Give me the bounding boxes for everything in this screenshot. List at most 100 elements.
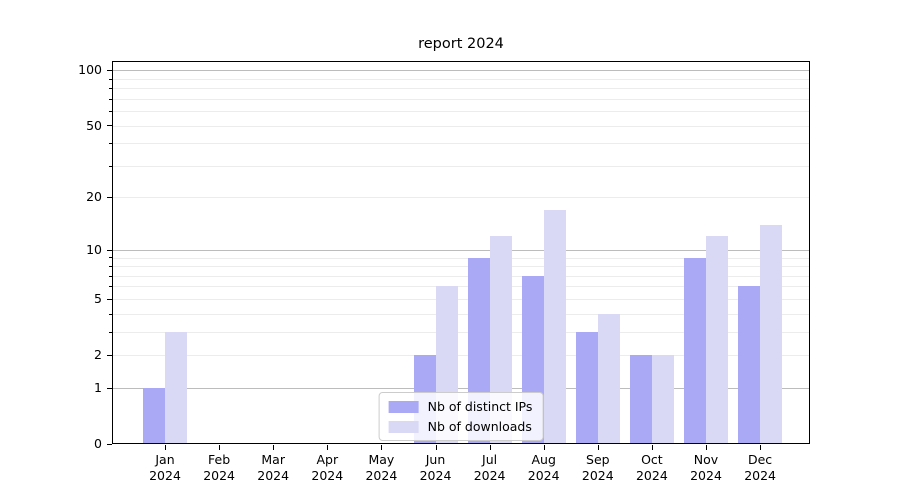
y-gridline-minor — [112, 275, 810, 277]
y-tick-label: 1 — [94, 379, 102, 395]
x-tick-label: Dec 2024 — [732, 452, 788, 484]
legend-label-downloads: Nb of downloads — [427, 419, 532, 434]
y-tick-minor — [109, 99, 112, 100]
y-tick — [107, 299, 112, 300]
y-tick-label: 2 — [94, 347, 102, 362]
bar-downloads-jan — [165, 331, 187, 444]
x-tick-year: 2024 — [149, 468, 181, 483]
x-tick-month: Jul — [482, 452, 498, 467]
legend: Nb of distinct IPs Nb of downloads — [378, 392, 544, 441]
y-tick-label: 50 — [86, 117, 102, 133]
y-tick-minor — [109, 111, 112, 112]
y-gridline-minor — [112, 313, 810, 315]
x-tick — [598, 445, 599, 450]
y-gridline-minor — [112, 331, 810, 333]
x-tick — [219, 445, 220, 450]
x-tick-month: Oct — [641, 452, 663, 467]
x-tick-year: 2024 — [690, 468, 722, 483]
y-tick — [107, 388, 112, 389]
x-tick — [706, 445, 707, 450]
x-tick-month: Mar — [261, 452, 285, 467]
legend-label-distinct-ips: Nb of distinct IPs — [427, 399, 533, 414]
y-tick — [107, 70, 112, 71]
y-gridline-minor — [112, 88, 810, 89]
y-tick-minor — [109, 332, 112, 333]
x-tick-label: Jun 2024 — [408, 452, 464, 484]
y-gridline-minor — [112, 355, 810, 356]
x-tick — [327, 445, 328, 450]
bar-distinct-ips-jan — [143, 387, 165, 444]
y-tick-label: 0 — [94, 436, 102, 451]
x-tick-year: 2024 — [365, 468, 398, 483]
plot-area: Nb of distinct IPs Nb of downloads — [112, 61, 810, 444]
chart-title: report 2024 — [418, 36, 504, 52]
x-tick-month: Apr — [316, 452, 339, 467]
y-gridline-minor — [112, 298, 810, 300]
y-tick-minor — [109, 257, 112, 258]
x-tick — [490, 445, 491, 450]
x-tick-label: Jul 2024 — [462, 452, 518, 484]
y-tick-minor — [109, 166, 112, 167]
x-tick-label: May 2024 — [353, 452, 409, 484]
x-tick-year: 2024 — [581, 468, 614, 483]
x-tick — [652, 445, 653, 450]
y-tick — [107, 355, 112, 356]
bar-distinct-ips-dec — [738, 286, 761, 444]
x-tick — [381, 445, 382, 450]
y-gridline-minor — [112, 143, 810, 145]
x-tick-year: 2024 — [744, 468, 776, 483]
x-tick-year: 2024 — [527, 468, 560, 483]
bar-downloads-aug — [543, 209, 566, 444]
x-tick-month: Dec — [747, 452, 773, 467]
y-gridline-major — [112, 70, 810, 72]
x-tick — [544, 445, 545, 450]
x-tick-label: Sep 2024 — [570, 452, 626, 484]
bar-distinct-ips-oct — [629, 355, 652, 444]
x-tick-month: Sep — [586, 452, 610, 467]
bar-downloads-nov — [706, 236, 728, 444]
x-tick — [760, 445, 761, 450]
y-tick — [107, 444, 112, 445]
y-gridline-minor — [112, 98, 810, 100]
y-tick-minor — [109, 266, 112, 267]
x-tick — [165, 445, 166, 450]
y-tick-label: 5 — [94, 290, 102, 306]
x-tick-month: Aug — [531, 452, 556, 467]
x-tick — [436, 445, 437, 450]
x-tick-label: Aug 2024 — [516, 452, 572, 484]
x-tick-month: Nov — [693, 452, 719, 467]
y-tick-minor — [109, 286, 112, 287]
x-tick-month: Jun — [425, 452, 446, 467]
y-tick-minor — [109, 143, 112, 144]
y-tick — [107, 125, 112, 126]
y-gridline-minor — [112, 266, 810, 267]
x-tick-label: Oct 2024 — [624, 452, 680, 484]
x-tick-label: Mar 2024 — [245, 452, 301, 484]
y-gridline-major — [112, 387, 810, 389]
y-gridline-minor — [112, 165, 810, 167]
x-tick-year: 2024 — [635, 468, 668, 483]
y-gridline-minor — [112, 125, 810, 127]
y-gridline-minor — [112, 257, 810, 259]
x-tick-year: 2024 — [203, 468, 235, 483]
bar-distinct-ips-nov — [684, 257, 706, 444]
x-tick-label: Jan 2024 — [137, 452, 193, 484]
x-tick-month: Jan — [155, 452, 175, 467]
y-tick-label: 100 — [78, 62, 102, 78]
legend-swatch-downloads-icon — [388, 420, 419, 433]
x-tick-year: 2024 — [473, 468, 506, 483]
y-tick-label: 20 — [86, 189, 102, 205]
bar-downloads-oct — [651, 355, 674, 444]
legend-swatch-distinct-ips-icon — [388, 400, 419, 413]
y-gridline-minor — [112, 197, 810, 199]
x-tick-month: Feb — [208, 452, 231, 467]
x-tick-label: Feb 2024 — [191, 452, 247, 484]
y-gridline-minor — [112, 286, 810, 288]
legend-entry-distinct-ips: Nb of distinct IPs — [388, 399, 533, 414]
x-tick-label: Apr 2024 — [299, 452, 355, 484]
x-tick-label: Nov 2024 — [678, 452, 734, 484]
x-tick-year: 2024 — [257, 468, 290, 483]
y-tick — [107, 250, 112, 251]
y-tick-minor — [109, 276, 112, 277]
